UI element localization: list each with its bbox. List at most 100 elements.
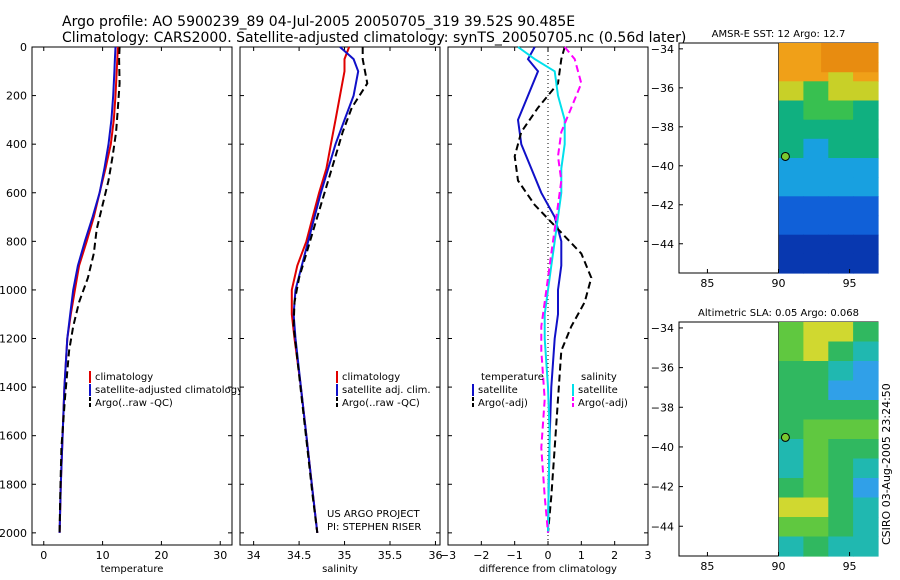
sst_map-cell: [778, 234, 804, 255]
sst_map-ytick-label: −36: [651, 82, 674, 95]
sla_map-xtick-label: 90: [772, 560, 786, 573]
difference-series-salinity-satellite: [517, 46, 566, 533]
sst_map-cell: [803, 215, 829, 236]
sst_map-cell: [778, 119, 804, 140]
temperature-ytick-label: 200: [6, 90, 27, 103]
temperature-ytick-label: 0: [20, 41, 27, 54]
sla_map-xtick-label: 85: [700, 560, 714, 573]
sla_map-cell: [778, 400, 804, 421]
sla_map-cell: [828, 458, 854, 479]
temperature-ytick-label: 1200: [0, 333, 27, 346]
sla_map-cell: [828, 419, 854, 440]
difference-xtick-label: −3: [440, 549, 456, 562]
sla_map-cell: [853, 439, 879, 460]
salinity-xtick-label: 36: [428, 549, 442, 562]
sst_map-cell: [853, 158, 879, 178]
sst_map-cell: [853, 119, 879, 140]
sla_map-ytick-label: −34: [651, 322, 674, 335]
sla_map-cell: [853, 400, 879, 421]
sst_map-ytick-label: −40: [651, 160, 674, 173]
sla_map-cell: [828, 536, 854, 557]
sst_map-cell: [828, 177, 854, 197]
temperature-xtick-label: 30: [213, 549, 227, 562]
sst_map-cell: [853, 215, 879, 236]
salinity-frame: [239, 46, 441, 546]
sla_map-cell: [803, 341, 829, 362]
sst_map-cell: [778, 177, 804, 197]
sla_map-argo-position: [780, 432, 790, 442]
sst_map-cell: [828, 158, 854, 178]
salinity-xlabel: salinity: [322, 564, 358, 575]
sla_map-cell: [828, 517, 854, 538]
sst_map-cell: [778, 215, 804, 236]
sst_map-cell: [828, 253, 854, 274]
temperature-xlabel: temperature: [101, 564, 164, 575]
sst_map-ytick-label: −38: [651, 121, 674, 134]
sst_map-cell: [853, 177, 879, 197]
sst_map-cell: [828, 138, 854, 159]
sst_map-grid: [778, 43, 879, 274]
temperature-ytick-label: 1600: [0, 430, 27, 443]
sla_map-cell: [778, 478, 804, 499]
salinity-xtick-label: 35: [338, 549, 352, 562]
temperature-legend-item: Argo(..raw -QC): [95, 398, 173, 409]
sla_map-cell: [778, 536, 804, 557]
sst_map-cell: [803, 234, 829, 255]
sst-warm-patch: [821, 43, 878, 73]
salinity-legend-item: Argo(..raw -QC): [342, 398, 420, 409]
sla_map-cell: [853, 341, 879, 362]
sst_map-xtick-label: 95: [843, 277, 857, 290]
sla_map-cell: [803, 439, 829, 460]
sla_map-cell: [778, 517, 804, 538]
sst_map-ytick-label: −34: [651, 43, 674, 56]
sst_map-cell: [828, 119, 854, 140]
sst_map-cell: [828, 196, 854, 217]
legend-sal-satellite: satellite: [578, 385, 618, 396]
salinity-legend-item: satellite adj. clim.: [342, 385, 431, 396]
legend-temp-argo: Argo(-adj): [478, 398, 528, 409]
sla_map-cell: [828, 497, 854, 518]
sst_map-cell: [778, 62, 804, 82]
salinity-series-satellite-adj-clim-: [292, 46, 360, 534]
sla_map-ytick-label: −42: [651, 481, 674, 494]
difference-xtick-label: 1: [578, 549, 585, 562]
difference-xtick-label: 3: [645, 549, 652, 562]
sst_map-cell: [828, 100, 854, 121]
sla_map-cell: [778, 322, 804, 343]
temperature-ytick-label: 400: [6, 138, 27, 151]
sst_map-cell: [853, 234, 879, 255]
sla_map-cell: [853, 478, 879, 499]
sst_map-cell: [828, 215, 854, 236]
sla_map-cell: [778, 341, 804, 362]
sst_map-cell: [778, 100, 804, 121]
temperature-xtick-label: 10: [96, 549, 110, 562]
sla_map-cell: [828, 439, 854, 460]
sst_map-cell: [778, 253, 804, 274]
temperature-ytick-label: 800: [6, 235, 27, 248]
sla_map-cell: [803, 322, 829, 343]
sla_map-cell: [803, 458, 829, 479]
project-label: US ARGO PROJECT: [327, 509, 421, 520]
sst_map-argo-position: [780, 151, 790, 161]
difference-series-salinity-argo-adj-: [540, 46, 583, 533]
sla_map-title: Altimetric SLA: 0.05 Argo: 0.068: [698, 308, 859, 319]
sla_map-cell: [778, 439, 804, 460]
sla_map-cell: [828, 322, 854, 343]
sst_map-cell: [803, 81, 829, 102]
sla_map-cell: [853, 497, 879, 518]
sla_map-cell: [803, 478, 829, 499]
salinity-xtick-label: 34: [247, 549, 261, 562]
difference-xtick-label: 0: [545, 549, 552, 562]
sla_map-cell: [803, 419, 829, 440]
sst_map-cell: [828, 81, 854, 102]
sla_map-cell: [803, 517, 829, 538]
legend-temperature-title: temperature: [481, 372, 544, 383]
sst_map-cell: [778, 158, 804, 178]
salinity-xtick-label: 34.5: [287, 549, 312, 562]
sst_map-cell: [803, 158, 829, 178]
sst_map-cell: [853, 138, 879, 159]
temperature-legend-item: climatology: [95, 372, 153, 383]
sla_map-cell: [853, 380, 879, 401]
